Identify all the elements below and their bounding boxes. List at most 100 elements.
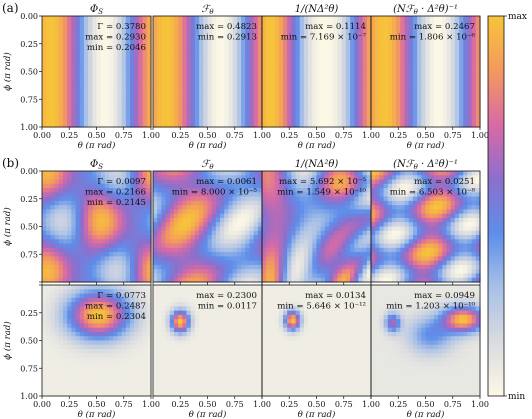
heatmap-cell (215, 205, 221, 211)
heatmap-cell (433, 33, 439, 38)
heatmap-cell (320, 222, 326, 228)
heatmap-cell (83, 260, 89, 266)
heatmap-cell (121, 247, 127, 253)
heatmap-cell (100, 235, 106, 240)
heatmap-cell (295, 58, 301, 64)
heatmap-cell (425, 71, 431, 77)
heatmap-cell (79, 260, 85, 266)
heatmap-cell (50, 239, 56, 245)
heatmap-cell (467, 92, 473, 98)
heatmap-cell (350, 269, 355, 275)
heatmap-cell (257, 273, 263, 279)
heatmap-cell (253, 122, 259, 128)
heatmap-cell (287, 75, 292, 81)
heatmap-cell (173, 175, 179, 181)
heatmap-cell (58, 213, 64, 219)
heatmap-cell (362, 67, 368, 73)
heatmap-cell (245, 101, 251, 107)
heatmap-cell (67, 122, 72, 128)
heatmap-cell (396, 88, 401, 94)
heatmap-cell (450, 171, 456, 176)
heatmap-cell (83, 84, 89, 90)
heatmap-cell (446, 20, 452, 26)
heatmap-cell (412, 20, 418, 26)
heatmap-cell (182, 109, 188, 115)
heatmap-cell (117, 37, 123, 43)
heatmap-cell (190, 101, 196, 107)
heatmap-cell (211, 105, 217, 111)
heatmap-cell (165, 222, 171, 228)
heatmap-cell (270, 122, 276, 128)
heatmap-cell (109, 37, 114, 43)
heatmap-cell (178, 264, 183, 270)
heatmap-cell (182, 71, 188, 77)
heatmap-cell (270, 75, 276, 81)
heatmap-cell (96, 252, 102, 257)
heatmap-cell (203, 88, 209, 94)
heatmap-cell (121, 256, 127, 262)
heatmap-cell (117, 101, 123, 107)
heatmap-cell (142, 192, 148, 198)
heatmap-cell (291, 192, 297, 198)
heatmap-cell (100, 247, 106, 253)
heatmap-cell (312, 75, 318, 81)
heatmap-cell (404, 118, 410, 124)
heatmap-cell (446, 92, 452, 98)
heatmap-cell (341, 230, 347, 236)
heatmap-cell (266, 252, 271, 257)
heatmap-cell (379, 122, 385, 128)
heatmap-cell (291, 20, 297, 26)
heatmap-cell (58, 260, 64, 266)
heatmap-cell (228, 277, 234, 283)
heatmap-cell (121, 171, 127, 176)
heatmap-cell (46, 50, 51, 56)
heatmap-cell (454, 171, 460, 176)
heatmap-cell (169, 54, 175, 60)
heatmap-cell (134, 71, 140, 77)
heatmap-cell (211, 192, 217, 198)
heatmap-cell (194, 54, 200, 60)
heatmap-cell (50, 80, 56, 85)
heatmap-cell (121, 50, 127, 56)
heatmap-cell (157, 200, 162, 206)
heatmap-cell (165, 45, 171, 51)
heatmap-cell (46, 101, 51, 107)
heatmap-cell (169, 188, 175, 193)
heatmap-cell (117, 71, 123, 77)
heatmap-cell (153, 50, 158, 56)
heatmap-cell (366, 58, 372, 64)
heatmap-cell (337, 118, 343, 124)
heatmap-cell (467, 28, 473, 34)
heatmap-cell (92, 105, 98, 111)
heatmap-cell (46, 92, 51, 98)
heatmap-cell (236, 75, 242, 81)
heatmap-cell (391, 20, 397, 26)
heatmap-cell (173, 118, 179, 124)
heatmap-cell (153, 105, 158, 111)
heatmap-cell (408, 33, 414, 38)
heatmap-cell (324, 16, 330, 21)
heatmap-cell (266, 16, 271, 21)
heatmap-cell (249, 183, 255, 189)
heatmap-cell (320, 114, 326, 120)
heatmap-cell (450, 20, 456, 26)
heatmap-cell (249, 264, 255, 270)
heatmap-cell (153, 183, 158, 189)
heatmap-cell (236, 260, 242, 266)
heatmap-cell (215, 277, 221, 283)
heatmap-cell (270, 33, 276, 38)
heatmap-cell (161, 188, 167, 193)
heatmap-cell (138, 256, 144, 262)
heatmap-cell (211, 88, 217, 94)
heatmap-cell (404, 209, 410, 215)
heatmap-cell (138, 209, 144, 215)
heatmap-cell (104, 28, 110, 34)
heatmap-cell (138, 16, 144, 21)
heatmap-cell (400, 192, 406, 198)
heatmap-cell (130, 175, 135, 181)
heatmap-cell (220, 75, 225, 81)
heatmap-cell (79, 179, 85, 185)
heatmap-cell (190, 58, 196, 64)
heatmap-cell (138, 273, 144, 279)
heatmap-cell (278, 33, 284, 38)
